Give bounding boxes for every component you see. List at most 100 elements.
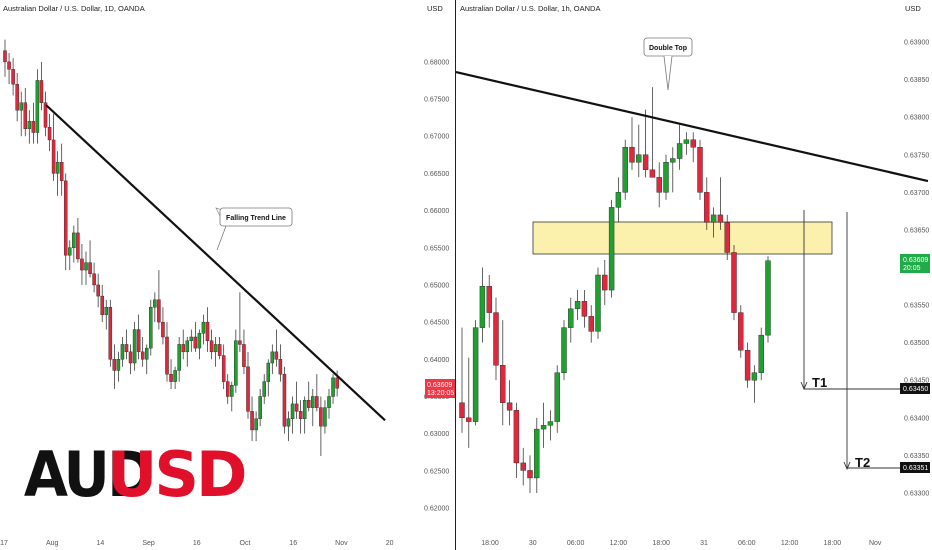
x-tick-label: 06:00 — [738, 540, 756, 547]
y-tick-label: 0.63350 — [904, 453, 929, 460]
candle-down — [15, 83, 19, 111]
falling-trend-line — [45, 104, 386, 422]
candle-down — [63, 180, 68, 256]
candle-up — [266, 362, 271, 382]
candle-up — [663, 162, 669, 193]
x-tick-label: Nov — [869, 540, 882, 547]
y-tick-label: 0.63450 — [904, 378, 929, 385]
candle-down — [731, 252, 737, 313]
candle-down — [161, 321, 165, 338]
candle-down — [315, 396, 319, 408]
candle-up — [311, 396, 315, 408]
target-arrows: T1 T2 — [800, 210, 904, 471]
candle-up — [149, 307, 153, 349]
y-tick-label: 0.63400 — [904, 415, 929, 422]
t2-price-badge: 0.63351 — [900, 462, 930, 473]
candle-up — [197, 333, 202, 349]
candle-up — [35, 80, 40, 133]
candle-up — [230, 385, 234, 397]
candle-up — [636, 154, 642, 163]
callout-box — [219, 207, 293, 227]
candle-up — [132, 329, 137, 364]
candle-down — [51, 139, 56, 174]
t2-price-badge-box — [900, 462, 930, 473]
candle-down — [100, 295, 104, 315]
candle-down — [649, 169, 656, 178]
double-top-label: Double Top — [649, 45, 687, 52]
candle-up — [595, 274, 601, 332]
x-tick-label: 12:00 — [610, 540, 628, 547]
y-tick-label: 0.64500 — [424, 320, 449, 327]
candle-down — [47, 127, 52, 141]
candle-down — [112, 359, 117, 371]
right-price-badge-timer: 20:05 — [903, 265, 921, 272]
candle-down — [697, 147, 703, 193]
candle-down — [629, 147, 635, 163]
x-tick-label: 06:00 — [567, 540, 585, 547]
candle-down — [466, 417, 472, 422]
candle-up — [547, 421, 554, 426]
left-chart-panel: Australian Dollar / U.S. Dollar, 1D, OAN… — [0, 4, 455, 547]
y-tick-label: 0.65000 — [424, 282, 449, 289]
logo-part-usd: USD — [107, 438, 245, 511]
y-tick-label: 0.68000 — [424, 59, 449, 66]
candle-down — [221, 355, 226, 382]
y-tick-label: 0.63850 — [904, 77, 929, 84]
candle-down — [642, 154, 649, 170]
candle-down — [124, 344, 129, 353]
candle-down — [506, 402, 513, 411]
candle-down — [298, 411, 303, 419]
candle-down — [11, 69, 15, 85]
falling-trend-line-label: Falling Trend Line — [226, 215, 286, 222]
candle-down — [31, 121, 36, 133]
t1-price-badge-box — [900, 383, 930, 394]
candle-down — [43, 102, 48, 128]
x-tick-label: 12:00 — [781, 540, 799, 547]
t2-arrowhead — [843, 461, 851, 471]
candle-down — [250, 411, 254, 431]
y-tick-label: 0.63700 — [904, 190, 929, 197]
candle-up — [554, 372, 560, 422]
y-tick-label: 0.63500 — [904, 340, 929, 347]
candle-up — [234, 340, 238, 386]
right-price-badge: 0.63609 20:05 — [900, 254, 930, 273]
candle-up — [19, 102, 23, 111]
candle-up — [534, 428, 540, 479]
candle-down — [282, 373, 287, 427]
candle-up — [84, 262, 88, 271]
right-chart-header: Australian Dollar / U.S. Dollar, 1h, OAN… — [460, 4, 600, 13]
y-tick-label: 0.64000 — [424, 357, 449, 364]
y-tick-label: 0.65500 — [424, 245, 449, 252]
candle-down — [92, 273, 96, 286]
x-tick-label: Nov — [335, 540, 348, 547]
left-y-axis: 0.68000 0.67500 0.67000 0.66500 0.66000 0.655… — [424, 59, 449, 512]
candle-up — [765, 260, 771, 336]
t2-label: T2 — [855, 455, 870, 470]
candle-up — [751, 372, 758, 381]
candle-up — [258, 396, 262, 419]
candle-up — [670, 158, 676, 163]
left-price-badge-timer: 13:20:05 — [427, 390, 454, 397]
x-tick-label: 16 — [193, 540, 201, 547]
right-x-axis: 18:00 30 06:00 12:00 18:00 31 06:00 12:00 18:00 N… — [481, 540, 882, 547]
candle-down — [459, 402, 465, 419]
x-tick-label: 18:00 — [652, 540, 670, 547]
candle-down — [238, 340, 242, 345]
y-tick-label: 0.62500 — [424, 468, 449, 475]
right-price-badge-box — [900, 254, 930, 273]
candle-up — [323, 407, 327, 427]
right-trend-line — [455, 71, 929, 183]
candle-down — [500, 365, 506, 403]
candle-down — [59, 162, 64, 182]
candle-up — [683, 139, 690, 144]
candle-up — [290, 403, 295, 419]
candle-up — [72, 232, 76, 248]
x-tick-label: 18:00 — [824, 540, 842, 547]
candle-up — [27, 121, 32, 129]
candle-down — [520, 462, 526, 471]
double-top-pointer — [663, 55, 673, 91]
candle-down — [738, 312, 744, 351]
right-chart-panel: Australian Dollar / U.S. Dollar, 1h, OAN… — [455, 4, 930, 547]
y-tick-label: 0.63800 — [904, 115, 929, 122]
candle-down — [690, 139, 696, 148]
